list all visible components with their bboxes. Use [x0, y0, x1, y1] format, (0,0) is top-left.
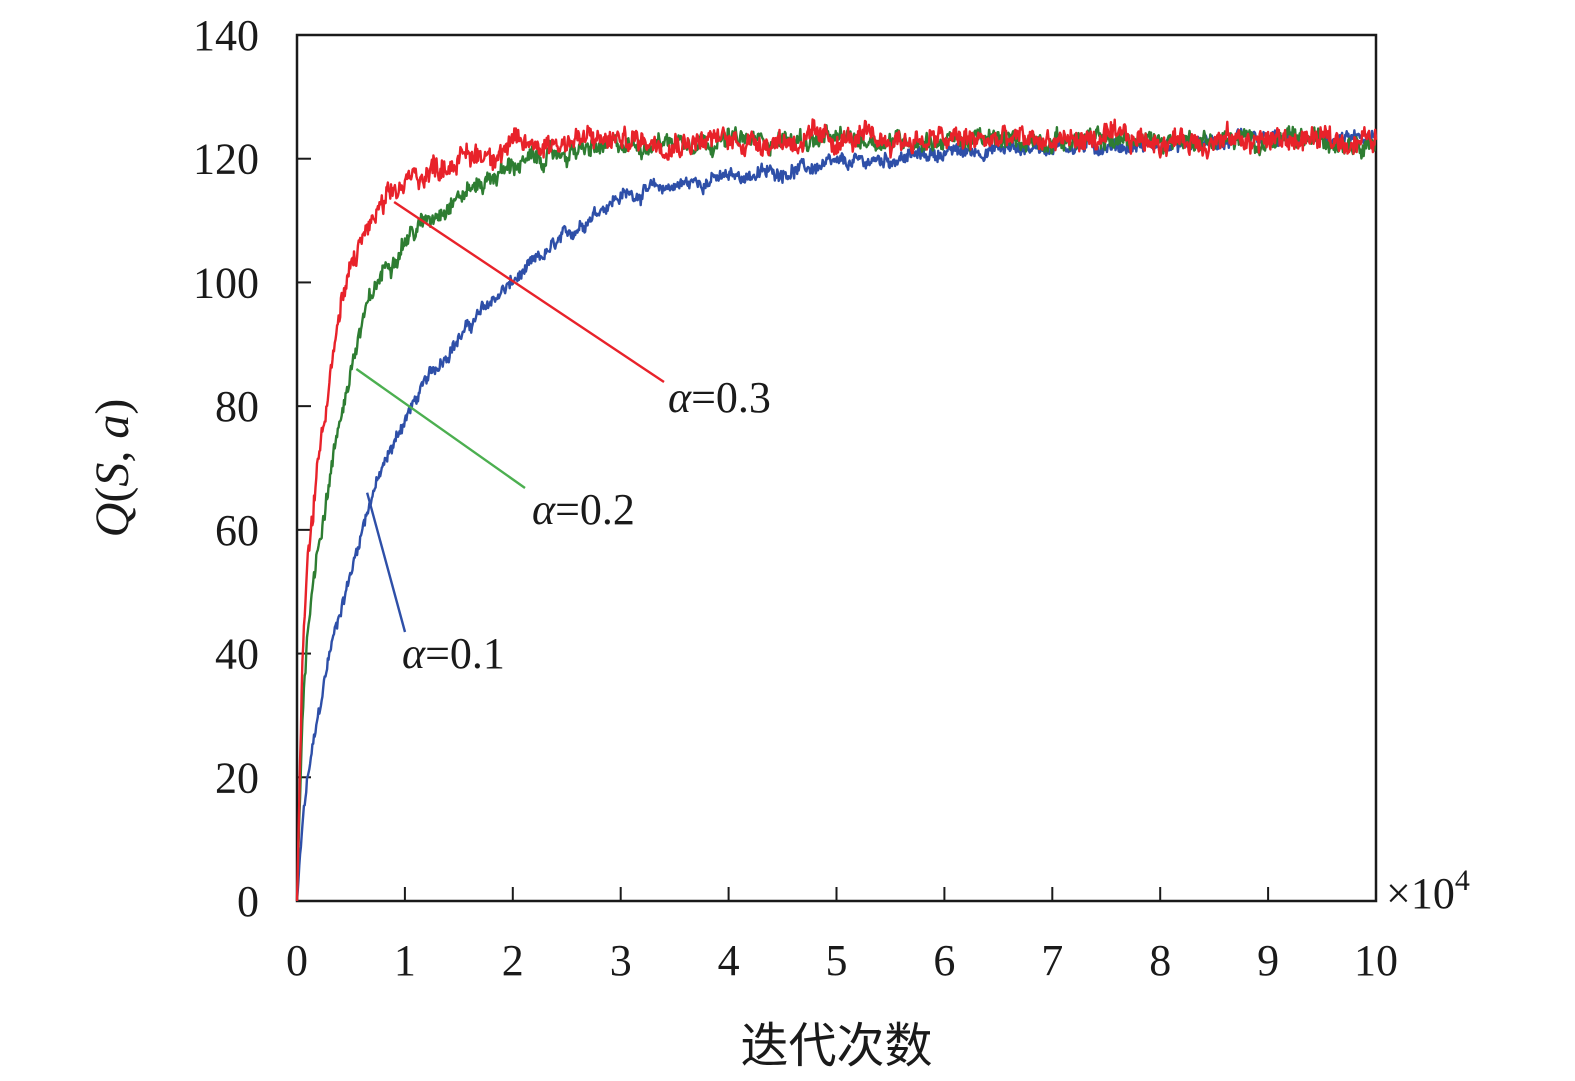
x-tick-label-1: 1 [394, 936, 416, 985]
x-axis-title: 迭代次数 [740, 1020, 932, 1073]
annotation-alpha-symbol: α [532, 485, 556, 534]
series-layer [295, 118, 1378, 902]
x-axis-multiplier: ×104 [1386, 864, 1470, 918]
x-tick-label-3: 3 [610, 936, 632, 985]
y-tick-label-0: 0 [237, 877, 259, 926]
x-tick-label-8: 8 [1149, 936, 1171, 985]
y-tick-label-40: 40 [215, 630, 259, 679]
annotation-layer: α=0.1α=0.2α=0.3 [355, 201, 771, 678]
x-tick-label-7: 7 [1041, 936, 1063, 985]
x-tick-label-5: 5 [826, 936, 848, 985]
annotation-leader-2 [355, 368, 526, 489]
annotation-alpha-symbol: α [402, 629, 426, 678]
annotation-label-2: α=0.2 [532, 485, 635, 534]
annotation-alpha-value: =0.2 [555, 485, 635, 534]
y-tick-label-20: 20 [215, 753, 259, 802]
y-title-q: Q [86, 503, 139, 538]
x-tick-label-0: 0 [286, 936, 308, 985]
annotation-alpha-value: =0.3 [691, 373, 771, 422]
annotation-leader-3 [393, 201, 665, 383]
y-title-a: a [86, 415, 139, 439]
annotation-label-1: α=0.1 [402, 629, 505, 678]
axis-ticks [296, 34, 1377, 902]
x-tick-label-9: 9 [1257, 936, 1279, 985]
x-tick-label-10: 10 [1354, 936, 1398, 985]
plot-frame [295, 33, 1378, 903]
x-tick-label-2: 2 [502, 936, 524, 985]
x-tick-label-4: 4 [718, 936, 740, 985]
y-tick-label-60: 60 [215, 506, 259, 555]
annotation-label-3: α=0.3 [668, 373, 771, 422]
x-tick-label-6: 6 [933, 936, 955, 985]
y-tick-label-80: 80 [215, 382, 259, 431]
y-title-close: ) [86, 399, 139, 415]
series-line-alpha-3 [295, 118, 1378, 902]
annotation-alpha-symbol: α [668, 373, 692, 422]
x-multiplier-base: ×10 [1386, 869, 1455, 918]
y-tick-label-120: 120 [193, 135, 259, 184]
y-tick-label-100: 100 [193, 258, 259, 307]
y-title-open: ( [86, 487, 139, 503]
annotation-leader-1 [365, 492, 407, 633]
y-axis-title: Q(S, a) [86, 399, 139, 538]
annotation-alpha-value: =0.1 [425, 629, 505, 678]
y-title-s: S [86, 463, 139, 487]
y-title-comma: , [86, 439, 139, 463]
series-line-alpha-2 [295, 124, 1378, 902]
y-tick-label-140: 140 [193, 11, 259, 60]
x-multiplier-exponent: 4 [1455, 864, 1470, 897]
